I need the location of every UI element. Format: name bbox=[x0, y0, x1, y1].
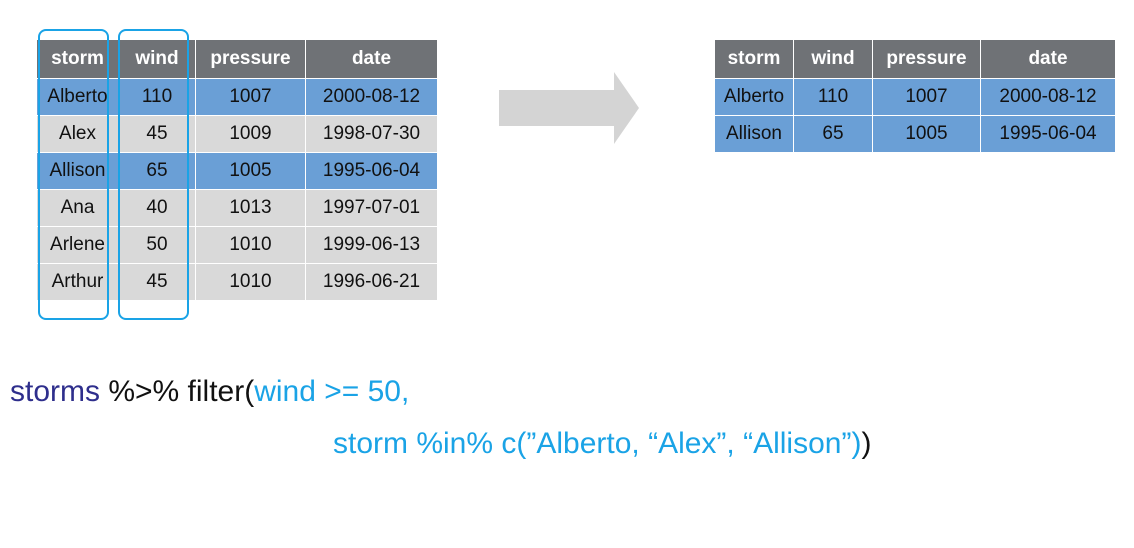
header-pressure: pressure bbox=[873, 40, 981, 79]
table-row: Ana 40 1013 1997-07-01 bbox=[37, 190, 437, 227]
header-pressure: pressure bbox=[196, 40, 306, 79]
header-wind: wind bbox=[119, 40, 196, 79]
header-storm: storm bbox=[715, 40, 794, 79]
table-row: Alberto 110 1007 2000-08-12 bbox=[715, 79, 1115, 116]
code-argument-1: wind >= 50, bbox=[254, 375, 410, 408]
table-row: Alberto 110 1007 2000-08-12 bbox=[37, 79, 437, 116]
cell-pressure: 1007 bbox=[873, 79, 981, 116]
wind-column-highlight bbox=[118, 29, 189, 320]
table-row: Allison 65 1005 1995-06-04 bbox=[37, 153, 437, 190]
table-row: Allison 65 1005 1995-06-04 bbox=[715, 116, 1115, 153]
cell-pressure: 1005 bbox=[873, 116, 981, 153]
header-date: date bbox=[306, 40, 437, 79]
header-date: date bbox=[981, 40, 1115, 79]
code-function: filter( bbox=[187, 375, 255, 408]
header-row: storm wind pressure date bbox=[715, 40, 1115, 79]
cell-pressure: 1007 bbox=[196, 79, 306, 116]
source-table: storm wind pressure date Alberto 110 100… bbox=[37, 40, 437, 301]
cell-storm: Allison bbox=[715, 116, 794, 153]
cell-date: 1996-06-21 bbox=[306, 264, 437, 301]
cell-pressure: 1010 bbox=[196, 264, 306, 301]
cell-wind: 45 bbox=[119, 264, 196, 301]
code-close-paren: ) bbox=[861, 427, 872, 460]
cell-date: 1995-06-04 bbox=[306, 153, 437, 190]
cell-date: 1998-07-30 bbox=[306, 116, 437, 153]
storm-column-highlight bbox=[38, 29, 109, 320]
cell-wind: 65 bbox=[119, 153, 196, 190]
cell-pressure: 1009 bbox=[196, 116, 306, 153]
cell-date: 1999-06-13 bbox=[306, 227, 437, 264]
cell-wind: 110 bbox=[794, 79, 873, 116]
cell-date: 1997-07-01 bbox=[306, 190, 437, 227]
cell-pressure: 1013 bbox=[196, 190, 306, 227]
result-table: storm wind pressure date Alberto 110 100… bbox=[715, 40, 1115, 153]
code-line-2: storm %in% c(”Alberto, “Alex”, “Allison”… bbox=[333, 429, 871, 459]
cell-storm: Arlene bbox=[37, 227, 119, 264]
arrow-right-icon bbox=[499, 72, 639, 144]
cell-date: 2000-08-12 bbox=[981, 79, 1115, 116]
header-storm: storm bbox=[37, 40, 119, 79]
cell-date: 2000-08-12 bbox=[306, 79, 437, 116]
code-object: storms bbox=[10, 375, 100, 408]
cell-storm: Alberto bbox=[37, 79, 119, 116]
cell-storm: Alberto bbox=[715, 79, 794, 116]
table-row: Arthur 45 1010 1996-06-21 bbox=[37, 264, 437, 301]
cell-storm: Ana bbox=[37, 190, 119, 227]
table-row: Arlene 50 1010 1999-06-13 bbox=[37, 227, 437, 264]
cell-storm: Alex bbox=[37, 116, 119, 153]
code-line-1: storms %>% filter(wind >= 50, bbox=[10, 377, 409, 407]
cell-wind: 65 bbox=[794, 116, 873, 153]
cell-date: 1995-06-04 bbox=[981, 116, 1115, 153]
cell-pressure: 1010 bbox=[196, 227, 306, 264]
table-row: Alex 45 1009 1998-07-30 bbox=[37, 116, 437, 153]
cell-wind: 45 bbox=[119, 116, 196, 153]
header-wind: wind bbox=[794, 40, 873, 79]
cell-pressure: 1005 bbox=[196, 153, 306, 190]
code-argument-2: storm %in% c(”Alberto, “Alex”, “Allison”… bbox=[333, 427, 862, 460]
cell-wind: 50 bbox=[119, 227, 196, 264]
cell-wind: 110 bbox=[119, 79, 196, 116]
cell-storm: Allison bbox=[37, 153, 119, 190]
header-row: storm wind pressure date bbox=[37, 40, 437, 79]
code-pipe: %>% bbox=[100, 375, 188, 408]
cell-wind: 40 bbox=[119, 190, 196, 227]
